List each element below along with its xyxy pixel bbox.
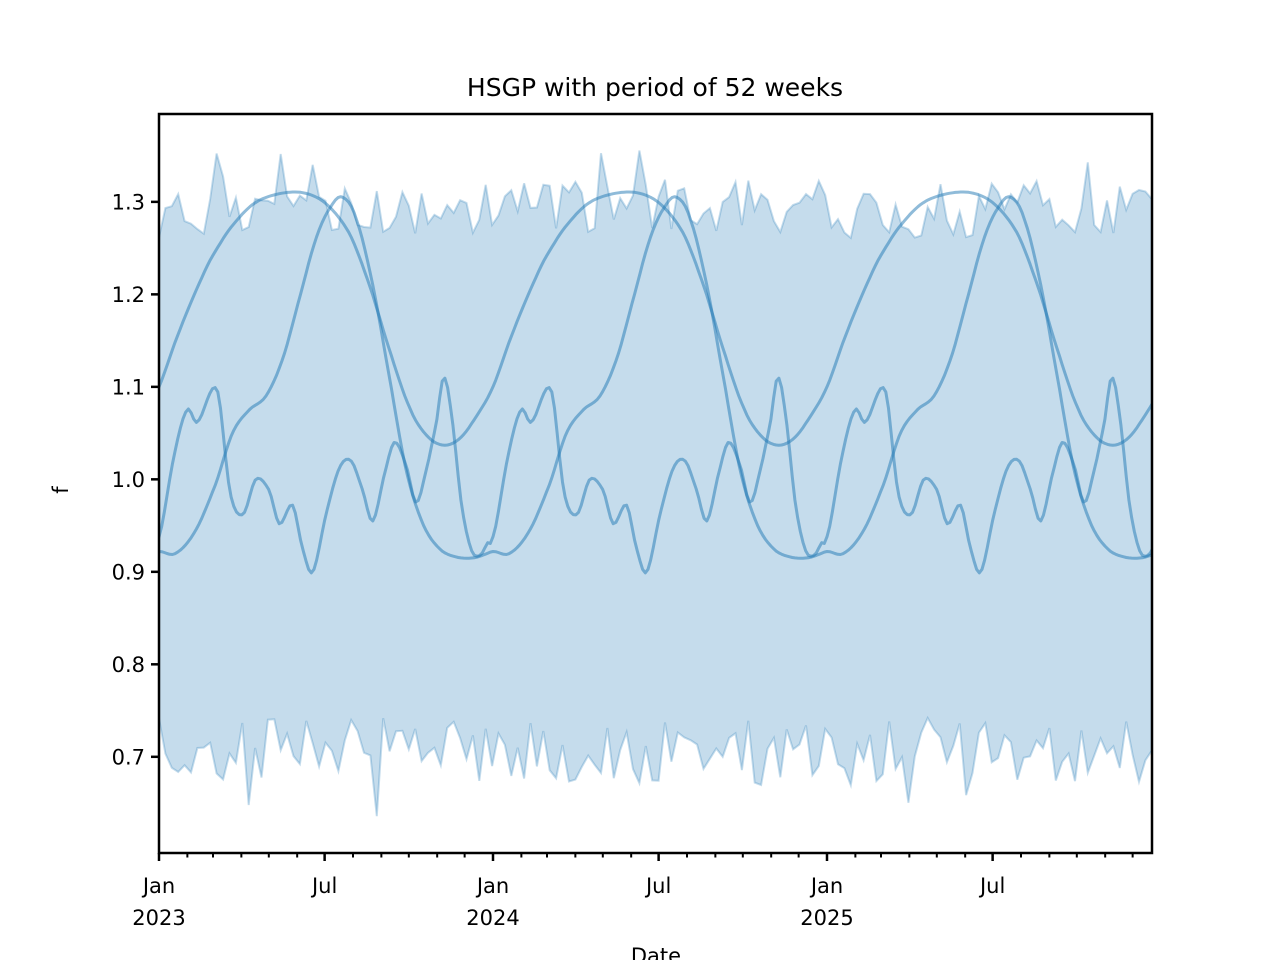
- gp-sample-curves: [159, 190, 1152, 575]
- x-tick-label-month: Jul: [310, 874, 337, 898]
- y-tick-label: 0.7: [112, 745, 145, 769]
- x-axis-label: Date: [631, 944, 681, 960]
- x-axis-ticks: [157, 853, 1134, 861]
- gp-sample-curve: [159, 195, 1152, 560]
- y-tick-label: 1.3: [112, 190, 145, 214]
- x-tick-label-year: 2025: [800, 906, 853, 930]
- y-tick-label: 1.1: [112, 375, 145, 399]
- x-tick-label-month: Jan: [141, 874, 175, 898]
- chart-title: HSGP with period of 52 weeks: [467, 73, 843, 102]
- x-tick-label-year: 2024: [466, 906, 519, 930]
- axes-box: [157, 112, 1154, 855]
- x-tick-label-month: Jan: [475, 874, 509, 898]
- y-tick-label: 0.8: [112, 653, 145, 677]
- x-tick-label-month: Jan: [809, 874, 843, 898]
- x-tick-label-month: Jul: [644, 874, 671, 898]
- y-axis-label: f: [49, 486, 73, 494]
- gp-sample-curve: [159, 190, 1152, 447]
- plot-area: [159, 150, 1152, 817]
- y-tick-label: 1.2: [112, 283, 145, 307]
- y-axis-tick-labels: 0.7 0.8 0.9 1.0 1.1 1.2 1.3: [112, 190, 145, 769]
- x-axis-tick-labels: Jan 2023 Jul Jan 2024 Jul Jan 2025 Jul: [132, 874, 1005, 930]
- gp-sample-curve: [159, 376, 1152, 575]
- x-tick-label-year: 2023: [132, 906, 185, 930]
- y-tick-label: 0.9: [112, 560, 145, 584]
- y-tick-label: 1.0: [112, 468, 145, 492]
- x-tick-label-month: Jul: [978, 874, 1005, 898]
- y-axis-ticks: [151, 200, 159, 759]
